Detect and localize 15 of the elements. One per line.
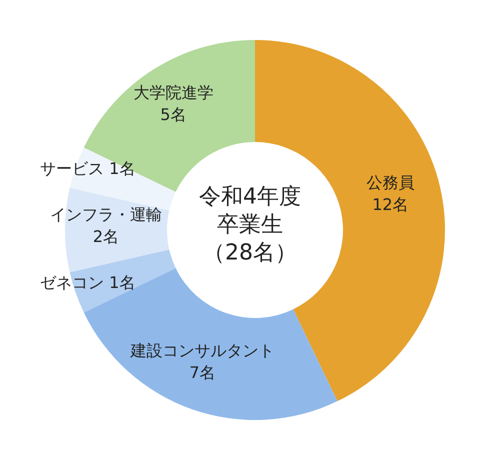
donut-slice	[84, 268, 338, 420]
slice-label: ゼネコン 1名	[40, 272, 136, 292]
donut-slice	[65, 188, 170, 272]
slice-label: 建設コンサルタント	[129, 340, 274, 360]
donut-slice	[70, 250, 176, 312]
slice-label: 公務員	[366, 172, 414, 192]
data-label: 2名	[92, 226, 120, 246]
text: 令和4年度卒業生	[199, 184, 301, 238]
data-label: 5名	[160, 104, 186, 124]
text: （28名）	[203, 240, 297, 266]
slice-label: インフラ・運輸	[50, 204, 162, 224]
slice-label: サービス 1名	[40, 158, 136, 178]
slice-label: 大学院進学	[133, 82, 214, 102]
data-label: 12名	[372, 194, 409, 214]
data-label: 7名	[189, 362, 216, 382]
